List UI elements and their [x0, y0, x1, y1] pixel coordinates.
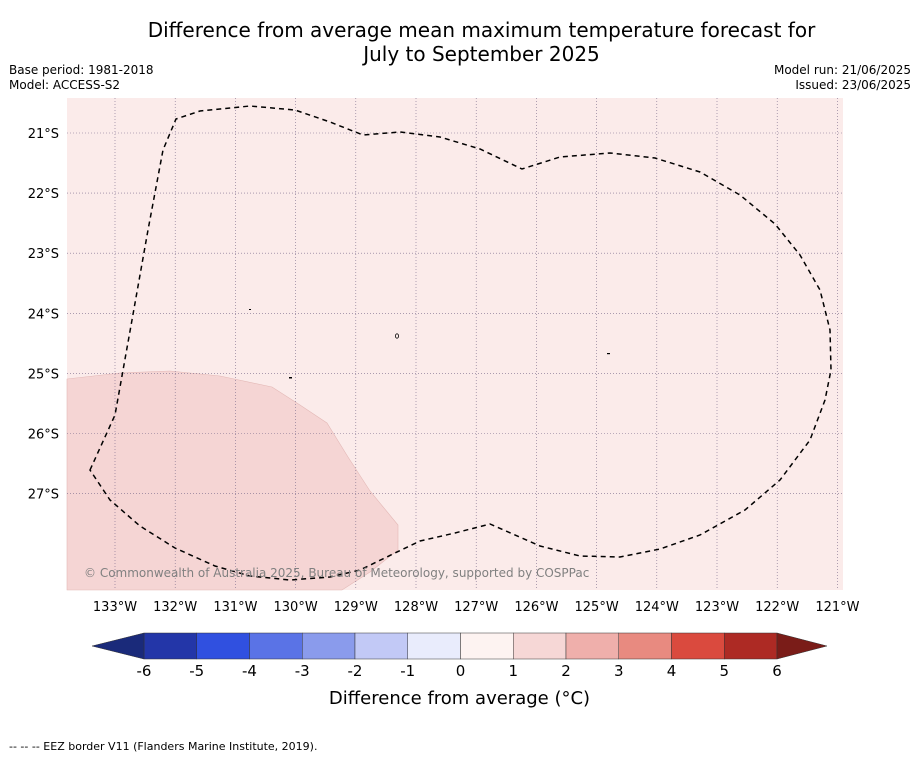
gridlines	[67, 98, 843, 590]
latitude-label: 27°S	[28, 488, 59, 503]
model-run-text: Model run: 21/06/2025	[773, 63, 911, 77]
colorbar-extend-high	[776, 632, 828, 660]
longitude-label: 133°W	[93, 600, 137, 615]
colorbar-segment	[354, 632, 408, 660]
colorbar-tick-label: -6	[137, 662, 152, 680]
longitude-labels: 133°W 132°W 131°W 130°W 129°W 128°W 127°W 126°W…	[93, 600, 860, 615]
base-period-text: Base period: 1981-2018	[9, 63, 154, 77]
info-left: Base period: 1981-2018 Model: ACCESS-S2	[9, 63, 154, 93]
latitude-label: 26°S	[28, 428, 59, 443]
longitude-label: 123°W	[695, 600, 739, 615]
map-title-line1: Difference from average mean maximum tem…	[147, 18, 816, 42]
latitude-label: 23°S	[28, 247, 59, 262]
colorbar-segment	[407, 632, 461, 660]
colorbar-segment	[460, 632, 514, 660]
map-title: Difference from average mean maximum tem…	[0, 18, 919, 66]
longitude-label: 124°W	[635, 600, 679, 615]
longitude-label: 127°W	[454, 600, 498, 615]
colorbar-segment	[671, 632, 725, 660]
warm-anomaly-region	[66, 370, 399, 591]
longitude-label: 122°W	[755, 600, 799, 615]
map-area: © Commonwealth of Australia 2025, Bureau…	[66, 98, 843, 591]
issued-text: Issued: 23/06/2025	[795, 78, 911, 92]
colorbar-tick-label: 3	[614, 662, 624, 680]
colorbar-tick-label: -5	[189, 662, 204, 680]
island-mark	[249, 309, 251, 310]
colorbar-tick-label: -2	[348, 662, 363, 680]
latitude-label: 21°S	[28, 127, 59, 142]
longitude-label: 132°W	[153, 600, 197, 615]
island-mark	[607, 353, 610, 355]
colorbar-tick-label: 6	[772, 662, 782, 680]
colorbar-segment	[618, 632, 672, 660]
info-right: Model run: 21/06/2025 Issued: 23/06/2025	[774, 63, 911, 93]
colorbar-extend-low	[91, 632, 145, 660]
colorbar	[91, 632, 828, 660]
colorbar-segment	[302, 632, 356, 660]
model-text: Model: ACCESS-S2	[9, 78, 121, 92]
footnote: -- -- -- EEZ border V11 (Flanders Marine…	[9, 740, 318, 753]
latitude-label: 24°S	[28, 307, 59, 322]
colorbar-tick-label: 0	[456, 662, 466, 680]
colorbar-segment	[565, 632, 619, 660]
colorbar-tick-label: 4	[667, 662, 677, 680]
colorbar-tick-label: -3	[295, 662, 310, 680]
colorbar-segment	[143, 632, 197, 660]
longitude-label: 130°W	[274, 600, 318, 615]
colorbar-tick-label: -4	[242, 662, 257, 680]
colorbar-tick-label: -1	[400, 662, 415, 680]
colorbar-tick-label: 2	[561, 662, 571, 680]
latitude-label: 22°S	[28, 187, 59, 202]
longitude-label: 125°W	[575, 600, 619, 615]
colorbar-segment	[249, 632, 303, 660]
longitude-label: 126°W	[514, 600, 558, 615]
island-mark	[289, 377, 292, 379]
latitude-label: 25°S	[28, 367, 59, 382]
colorbar-segment	[724, 632, 778, 660]
longitude-label: 131°W	[213, 600, 257, 615]
copyright-notice: © Commonwealth of Australia 2025, Bureau…	[84, 566, 589, 580]
colorbar-tick-label: 1	[508, 662, 518, 680]
eez-border-line	[89, 105, 832, 581]
colorbar-tick-labels: -6 -5 -4 -3 -2 -1 0 1 2 3 4 5 6	[137, 662, 782, 680]
colorbar-label: Difference from average (°C)	[328, 688, 591, 709]
longitude-label: 129°W	[334, 600, 378, 615]
map-title-line2: July to September 2025	[363, 42, 600, 66]
island-mark	[394, 333, 399, 339]
colorbar-segment	[196, 632, 250, 660]
colorbar-tick-label: 5	[719, 662, 729, 680]
longitude-label: 128°W	[394, 600, 438, 615]
colorbar-segment	[513, 632, 567, 660]
latitude-labels: 21°S 22°S 23°S 24°S 25°S 26°S 27°S	[28, 127, 59, 503]
longitude-label: 121°W	[815, 600, 859, 615]
